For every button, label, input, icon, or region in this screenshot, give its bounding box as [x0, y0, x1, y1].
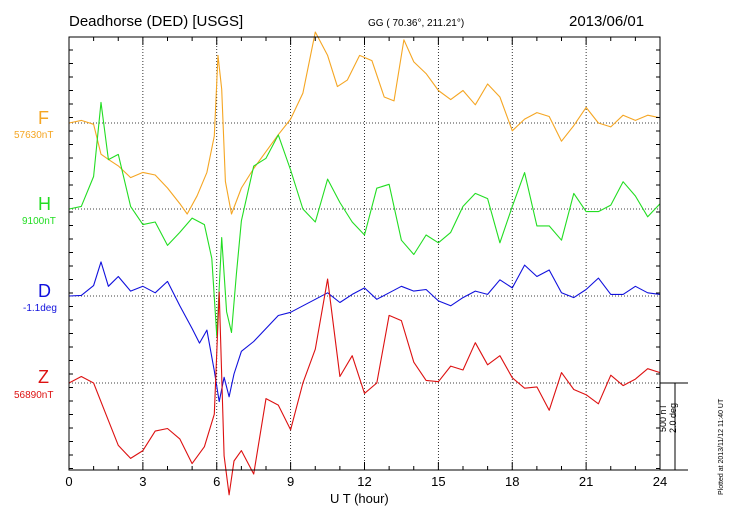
x-tick-label-0: 0	[65, 474, 73, 489]
series-label-f: F	[38, 108, 49, 128]
x-axis-label: U T (hour)	[330, 491, 389, 506]
x-tick-label-12: 12	[357, 474, 372, 489]
series-label-z: Z	[38, 367, 49, 387]
plotted-timestamp: Plotted at 2013/11/12 11:40 UT	[718, 398, 725, 495]
series-line-z	[68, 278, 661, 496]
series-line-d	[68, 261, 661, 403]
x-tick-label-15: 15	[431, 474, 446, 489]
scale-label: 500 nT 2.0 deg	[658, 386, 678, 450]
station-coordinates: GG ( 70.36°, 211.21°)	[368, 18, 465, 29]
series-line-h	[68, 101, 661, 337]
x-tick-label-18: 18	[505, 474, 520, 489]
axis-ticks	[68, 37, 661, 470]
x-tick-label-9: 9	[287, 474, 295, 489]
date-label: 2013/06/01	[569, 13, 645, 30]
grid-lines	[69, 37, 660, 470]
series-baseline-d: -1.1deg	[23, 303, 57, 314]
scale-bar	[660, 382, 688, 471]
x-tick-label-21: 21	[578, 474, 594, 489]
x-tick-label-24: 24	[652, 474, 668, 489]
scale-label-nt: 500 nT	[658, 403, 668, 433]
series-baseline-z: 56890nT	[14, 390, 54, 401]
series-label-h: H	[38, 194, 51, 214]
series-traces	[68, 31, 661, 496]
x-tick-label-3: 3	[139, 474, 147, 489]
series-line-f	[68, 31, 661, 215]
scale-label-deg: 2.0 deg	[668, 402, 678, 434]
series-baseline-f: 57630nT	[14, 130, 54, 141]
series-label-d: D	[38, 281, 51, 301]
series-baseline-h: 9100nT	[22, 216, 56, 227]
x-tick-label-6: 6	[213, 474, 221, 489]
station-title: Deadhorse (DED) [USGS]	[69, 13, 244, 30]
